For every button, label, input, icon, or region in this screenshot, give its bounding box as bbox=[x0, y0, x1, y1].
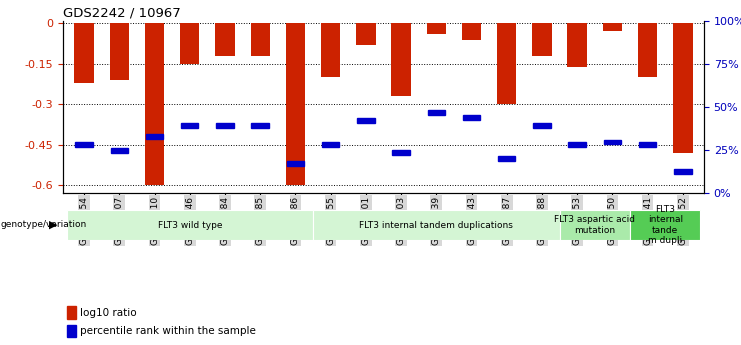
Text: GSM48585: GSM48585 bbox=[256, 196, 265, 245]
Bar bbox=[427, 23, 446, 34]
Bar bbox=[76, 142, 93, 147]
Bar bbox=[250, 23, 270, 56]
Text: GSM48252: GSM48252 bbox=[678, 196, 688, 245]
Text: percentile rank within the sample: percentile rank within the sample bbox=[80, 326, 256, 336]
Bar bbox=[110, 23, 129, 80]
Text: FLT3 wild type: FLT3 wild type bbox=[158, 220, 222, 230]
Text: GSM48350: GSM48350 bbox=[608, 196, 617, 245]
Bar bbox=[145, 23, 165, 185]
Text: GSM48586: GSM48586 bbox=[291, 196, 300, 245]
Bar bbox=[67, 306, 76, 319]
Bar bbox=[216, 124, 233, 128]
Text: GSM48541: GSM48541 bbox=[643, 196, 652, 245]
Text: GSM48588: GSM48588 bbox=[537, 196, 546, 245]
Bar bbox=[638, 23, 657, 77]
Bar bbox=[497, 23, 516, 104]
Text: GSM48253: GSM48253 bbox=[573, 196, 582, 245]
Text: GSM48507: GSM48507 bbox=[115, 196, 124, 245]
Bar bbox=[568, 142, 586, 147]
Bar bbox=[534, 124, 551, 128]
Text: GSM48254: GSM48254 bbox=[79, 196, 89, 245]
Bar bbox=[216, 23, 235, 56]
Bar bbox=[181, 124, 199, 128]
Bar bbox=[463, 115, 480, 120]
Bar bbox=[67, 210, 313, 240]
Bar bbox=[532, 23, 551, 56]
Bar bbox=[357, 118, 374, 123]
Bar bbox=[604, 140, 621, 145]
Bar bbox=[313, 210, 559, 240]
Text: GSM48510: GSM48510 bbox=[150, 196, 159, 245]
Bar bbox=[67, 325, 76, 337]
Bar bbox=[462, 23, 481, 40]
Bar bbox=[602, 23, 622, 31]
Text: GSM48503: GSM48503 bbox=[396, 196, 405, 245]
Text: FLT3 internal tandem duplications: FLT3 internal tandem duplications bbox=[359, 220, 514, 230]
Text: FLT3 aspartic acid
mutation: FLT3 aspartic acid mutation bbox=[554, 215, 635, 235]
Bar bbox=[74, 23, 94, 83]
Bar bbox=[630, 210, 700, 240]
Text: log10 ratio: log10 ratio bbox=[80, 308, 136, 317]
Text: ▶: ▶ bbox=[50, 220, 58, 230]
Bar bbox=[322, 142, 339, 147]
Bar bbox=[639, 142, 657, 147]
Text: genotype/variation: genotype/variation bbox=[1, 220, 87, 229]
Text: GSM48546: GSM48546 bbox=[185, 196, 194, 245]
Bar bbox=[146, 134, 163, 139]
Bar bbox=[428, 110, 445, 115]
Bar bbox=[568, 23, 587, 67]
Bar bbox=[393, 150, 410, 155]
Bar bbox=[321, 23, 340, 77]
Text: GSM48501: GSM48501 bbox=[362, 196, 370, 245]
Bar bbox=[391, 23, 411, 96]
Text: GSM48584: GSM48584 bbox=[221, 196, 230, 245]
Bar bbox=[356, 23, 376, 45]
Bar bbox=[498, 156, 516, 160]
Bar bbox=[110, 148, 128, 152]
Bar bbox=[286, 23, 305, 185]
Text: GSM48587: GSM48587 bbox=[502, 196, 511, 245]
Bar bbox=[559, 210, 630, 240]
Text: GDS2242 / 10967: GDS2242 / 10967 bbox=[63, 7, 181, 20]
Text: GSM48255: GSM48255 bbox=[326, 196, 335, 245]
Bar bbox=[251, 124, 269, 128]
Bar bbox=[674, 169, 691, 174]
Text: GSM48539: GSM48539 bbox=[432, 196, 441, 245]
Bar bbox=[180, 23, 199, 64]
Bar bbox=[287, 161, 304, 166]
Bar bbox=[673, 23, 693, 153]
Text: FLT3
internal
tande
m dupli: FLT3 internal tande m dupli bbox=[648, 205, 682, 245]
Text: GSM48543: GSM48543 bbox=[467, 196, 476, 245]
